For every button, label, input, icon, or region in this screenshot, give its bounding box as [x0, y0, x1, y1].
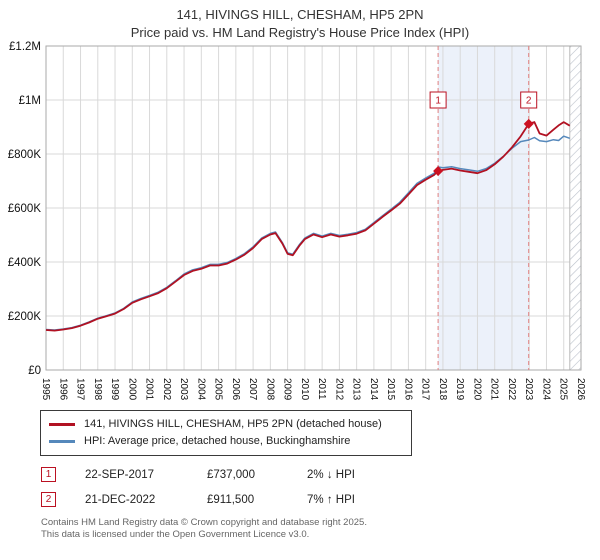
- x-tick-label: 2013: [351, 378, 362, 401]
- page-subtitle: Price paid vs. HM Land Registry's House …: [130, 25, 470, 40]
- x-tick-label: 2006: [230, 378, 241, 401]
- transaction-1-hpi-delta: 2% ↓ HPI: [307, 468, 355, 481]
- y-tick-label: £1M: [19, 95, 41, 107]
- transaction-2-marker: 2: [41, 492, 56, 507]
- x-tick-label: 1996: [57, 378, 68, 401]
- y-tick-label: £800K: [8, 149, 42, 161]
- x-tick-label: 2023: [523, 378, 534, 401]
- property-line-swatch: [49, 423, 75, 426]
- x-tick-label: 2000: [126, 378, 137, 401]
- legend-item-hpi: HPI: Average price, detached house, Buck…: [49, 433, 403, 450]
- hpi-line-swatch: [49, 440, 75, 443]
- x-tick-label: 2008: [264, 378, 275, 401]
- y-tick-label: £1.2M: [9, 41, 41, 53]
- x-tick-label: 2001: [144, 378, 155, 401]
- transaction-2-hpi-delta: 7% ↑ HPI: [307, 493, 355, 506]
- x-tick-label: 2004: [195, 378, 206, 401]
- hatched-future-region: [569, 45, 582, 371]
- transaction-row-2: 2 21-DEC-2022 £911,500 7% ↑ HPI: [41, 492, 600, 507]
- transaction-2-price: £911,500: [207, 493, 255, 506]
- x-tick-label: 2010: [299, 378, 310, 401]
- x-tick-label: 2012: [333, 378, 344, 401]
- x-tick-label: 1997: [75, 378, 86, 401]
- y-tick-label: £200K: [8, 311, 42, 323]
- y-tick-label: £600K: [8, 203, 42, 215]
- x-tick-label: 2020: [471, 378, 482, 401]
- x-tick-label: 2002: [161, 378, 172, 401]
- x-tick-label: 2019: [454, 378, 465, 401]
- legend-label-property: 141, HIVINGS HILL, CHESHAM, HP5 2PN (det…: [84, 418, 382, 430]
- transaction-2-date: 21-DEC-2022: [85, 493, 156, 506]
- x-tick-label: 2016: [402, 378, 413, 401]
- legend-item-property: 141, HIVINGS HILL, CHESHAM, HP5 2PN (det…: [49, 416, 403, 433]
- copyright-footer: Contains HM Land Registry data © Crown c…: [41, 517, 600, 542]
- sale-label-number: 1: [435, 96, 441, 107]
- sale-marker-diamond: [523, 118, 534, 129]
- sale-label-number: 2: [526, 96, 532, 107]
- x-tick-label: 2018: [437, 378, 448, 401]
- x-tick-label: 1995: [40, 378, 51, 401]
- x-tick-label: 2026: [575, 378, 586, 401]
- sale-label-box: [520, 91, 538, 109]
- x-tick-label: 2017: [420, 378, 431, 401]
- sale-marker-diamond: [433, 166, 444, 177]
- x-tick-label: 2003: [178, 378, 189, 401]
- x-tick-label: 2015: [385, 378, 396, 401]
- x-tick-label: 2021: [489, 378, 500, 401]
- x-tick-label: 2024: [540, 378, 551, 401]
- chart-header: 141, HIVINGS HILL, CHESHAM, HP5 2PN Pric…: [0, 0, 600, 40]
- plot-frame: [45, 45, 582, 371]
- x-tick-label: 1999: [109, 378, 120, 401]
- transaction-1-date: 22-SEP-2017: [85, 468, 155, 481]
- x-tick-label: 2011: [316, 378, 327, 400]
- legend-label-hpi: HPI: Average price, detached house, Buck…: [84, 435, 351, 447]
- footer-line-2: This data is licensed under the Open Gov…: [41, 529, 310, 541]
- x-tick-label: 2007: [247, 378, 258, 401]
- x-tick-label: 2022: [506, 378, 517, 401]
- legend: 141, HIVINGS HILL, CHESHAM, HP5 2PN (det…: [40, 410, 412, 456]
- property-price-line: [45, 121, 571, 332]
- transaction-row-1: 1 22-SEP-2017 £737,000 2% ↓ HPI: [41, 467, 600, 482]
- transaction-1-price: £737,000: [207, 468, 255, 481]
- x-tick-label: 1998: [92, 378, 103, 401]
- x-tick-label: 2009: [282, 378, 293, 401]
- x-tick-label: 2005: [213, 378, 224, 401]
- y-tick-label: £400K: [8, 257, 42, 269]
- x-tick-label: 2014: [368, 378, 379, 401]
- transaction-1-marker: 1: [41, 467, 56, 482]
- x-tick-label: 2025: [558, 378, 569, 401]
- price-history-chart: 1 2 £0 £200K £400K £600K £800K £1M £1.2M 1995 1996…: [8, 41, 586, 401]
- sale-label-box: [429, 91, 447, 109]
- transactions-list: 1 22-SEP-2017 £737,000 2% ↓ HPI 2 21-DEC…: [41, 467, 600, 507]
- page-title: 141, HIVINGS HILL, CHESHAM, HP5 2PN: [176, 7, 424, 22]
- y-tick-label: £0: [28, 365, 41, 377]
- footer-line-1: Contains HM Land Registry data © Crown c…: [41, 517, 367, 528]
